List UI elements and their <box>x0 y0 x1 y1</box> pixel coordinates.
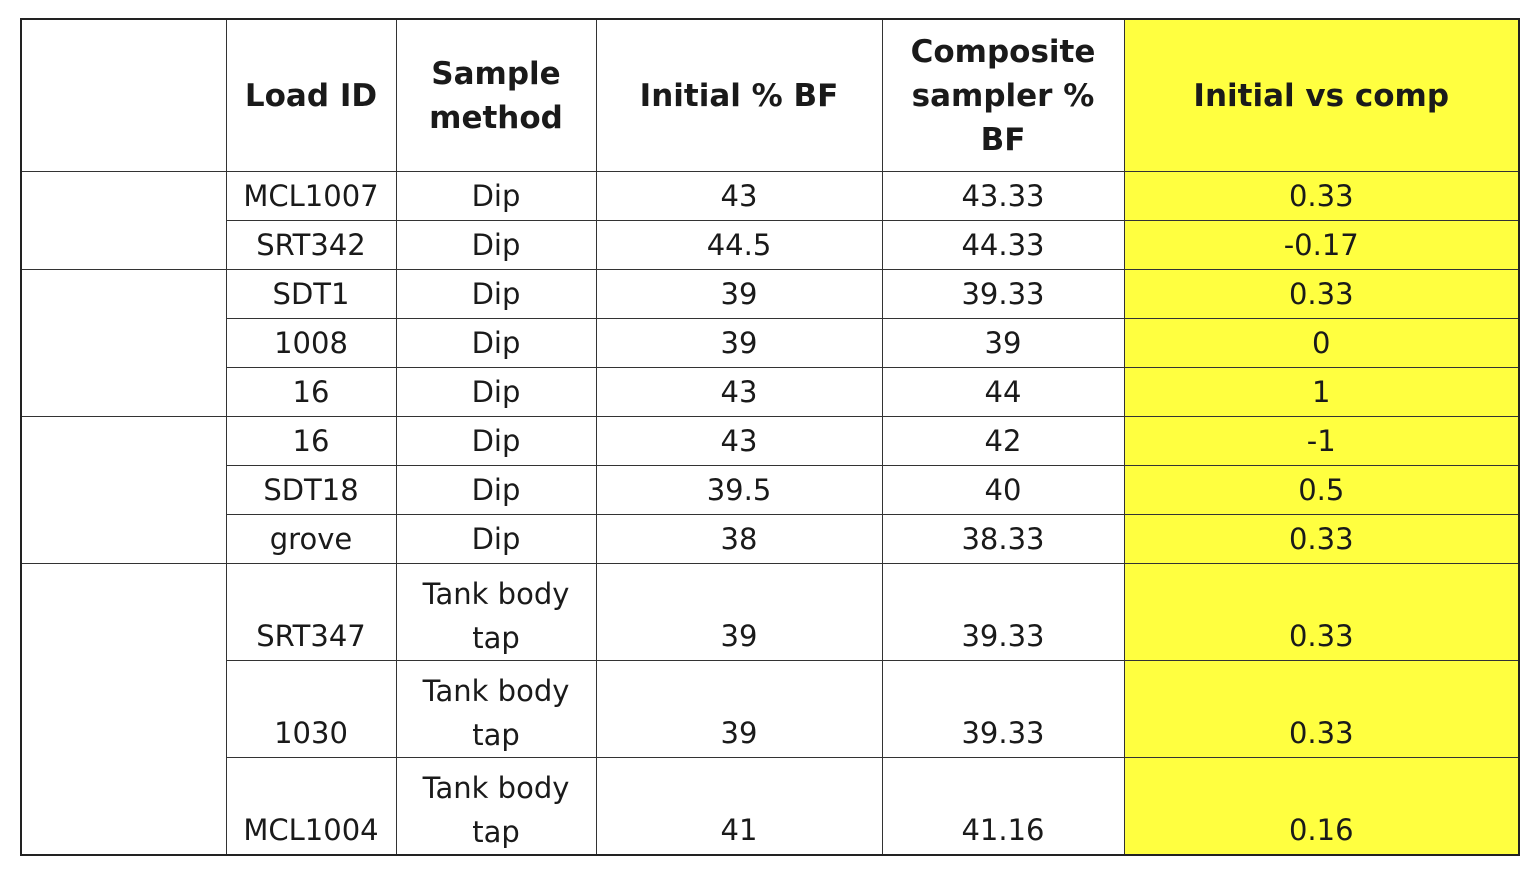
group-cell <box>20 416 227 466</box>
diff-cell: 0.5 <box>1123 465 1520 515</box>
table-row: MCL1004 Tank body tap 41 41.16 0.16 <box>20 757 1520 856</box>
header-initial-bf: Initial % BF <box>595 18 883 172</box>
method-line2: tap <box>472 621 520 655</box>
method-cell: Dip <box>395 514 597 564</box>
table-row: 16 Dip 43 42 -1 <box>20 416 1520 466</box>
diff-cell: 0.33 <box>1123 660 1520 758</box>
header-composite-line2: sampler % <box>911 77 1095 114</box>
load-id-cell: 16 <box>225 416 397 466</box>
table-row: SDT18 Dip 39.5 40 0.5 <box>20 465 1520 515</box>
composite-cell: 43.33 <box>881 171 1125 221</box>
load-id-cell: SRT342 <box>225 220 397 270</box>
header-composite-line1: Composite <box>910 33 1096 70</box>
composite-cell: 38.33 <box>881 514 1125 564</box>
load-id-cell: MCL1007 <box>225 171 397 221</box>
method-cell: Dip <box>395 171 597 221</box>
initial-cell: 39.5 <box>595 465 883 515</box>
table-row: grove Dip 38 38.33 0.33 <box>20 514 1520 564</box>
initial-cell: 43 <box>595 416 883 466</box>
diff-cell: 0.16 <box>1123 757 1520 856</box>
method-cell: Tank body tap <box>395 563 597 661</box>
load-id-cell: MCL1004 <box>225 757 397 856</box>
group-cell <box>20 318 227 368</box>
header-sample-method-line1: Sample <box>431 55 561 92</box>
table-row: 1030 Tank body tap 39 39.33 0.33 <box>20 660 1520 758</box>
header-row: Load ID Sample method Initial % BF Compo… <box>20 18 1520 172</box>
composite-cell: 44 <box>881 367 1125 417</box>
load-id-cell: SDT1 <box>225 269 397 319</box>
method-cell: Tank body tap <box>395 757 597 856</box>
header-load-id: Load ID <box>225 18 397 172</box>
table-row: SRT342 Dip 44.5 44.33 -0.17 <box>20 220 1520 270</box>
header-composite-bf: Composite sampler % BF <box>881 18 1125 172</box>
method-line1: Tank body <box>422 771 570 805</box>
load-id-cell: 1030 <box>225 660 397 758</box>
load-id-cell: grove <box>225 514 397 564</box>
diff-cell: 1 <box>1123 367 1520 417</box>
table-row: 1008 Dip 39 39 0 <box>20 318 1520 368</box>
composite-cell: 39.33 <box>881 563 1125 661</box>
composite-cell: 39.33 <box>881 269 1125 319</box>
initial-cell: 39 <box>595 660 883 758</box>
load-id-cell: 1008 <box>225 318 397 368</box>
group-cell <box>20 269 227 319</box>
method-cell: Dip <box>395 367 597 417</box>
group-cell <box>20 514 227 564</box>
initial-cell: 41 <box>595 757 883 856</box>
composite-cell: 40 <box>881 465 1125 515</box>
initial-cell: 39 <box>595 318 883 368</box>
method-cell: Dip <box>395 269 597 319</box>
method-line2: tap <box>472 718 520 752</box>
diff-cell: 0.33 <box>1123 269 1520 319</box>
group-cell <box>20 757 227 856</box>
diff-cell: 0 <box>1123 318 1520 368</box>
composite-cell: 42 <box>881 416 1125 466</box>
group-cell <box>20 171 227 221</box>
header-group <box>20 18 227 172</box>
initial-cell: 38 <box>595 514 883 564</box>
header-initial-vs-comp: Initial vs comp <box>1123 18 1520 172</box>
composite-cell: 44.33 <box>881 220 1125 270</box>
table-row: SRT347 Tank body tap 39 39.33 0.33 <box>20 563 1520 661</box>
table-row: SDT1 Dip 39 39.33 0.33 <box>20 269 1520 319</box>
group-cell <box>20 660 227 758</box>
method-cell: Tank body tap <box>395 660 597 758</box>
method-cell: Dip <box>395 416 597 466</box>
method-line1: Tank body <box>422 577 570 611</box>
method-cell: Dip <box>395 318 597 368</box>
composite-cell: 39 <box>881 318 1125 368</box>
initial-cell: 43 <box>595 367 883 417</box>
composite-cell: 41.16 <box>881 757 1125 856</box>
group-cell <box>20 563 227 661</box>
table-row: MCL1007 Dip 43 43.33 0.33 <box>20 171 1520 221</box>
group-cell <box>20 367 227 417</box>
diff-cell: 0.33 <box>1123 171 1520 221</box>
group-cell <box>20 465 227 515</box>
method-line2: tap <box>472 815 520 849</box>
method-cell: Dip <box>395 220 597 270</box>
initial-cell: 39 <box>595 269 883 319</box>
diff-cell: -1 <box>1123 416 1520 466</box>
table-row: 16 Dip 43 44 1 <box>20 367 1520 417</box>
initial-cell: 43 <box>595 171 883 221</box>
load-id-cell: 16 <box>225 367 397 417</box>
header-sample-method: Sample method <box>395 18 597 172</box>
header-composite-line3: BF <box>980 121 1026 158</box>
header-sample-method-line2: method <box>429 99 563 136</box>
initial-cell: 44.5 <box>595 220 883 270</box>
diff-cell: 0.33 <box>1123 563 1520 661</box>
method-cell: Dip <box>395 465 597 515</box>
diff-cell: 0.33 <box>1123 514 1520 564</box>
composite-cell: 39.33 <box>881 660 1125 758</box>
comparison-table: Load ID Sample method Initial % BF Compo… <box>20 18 1520 856</box>
diff-cell: -0.17 <box>1123 220 1520 270</box>
initial-cell: 39 <box>595 563 883 661</box>
group-cell <box>20 220 227 270</box>
load-id-cell: SRT347 <box>225 563 397 661</box>
method-line1: Tank body <box>422 674 570 708</box>
load-id-cell: SDT18 <box>225 465 397 515</box>
